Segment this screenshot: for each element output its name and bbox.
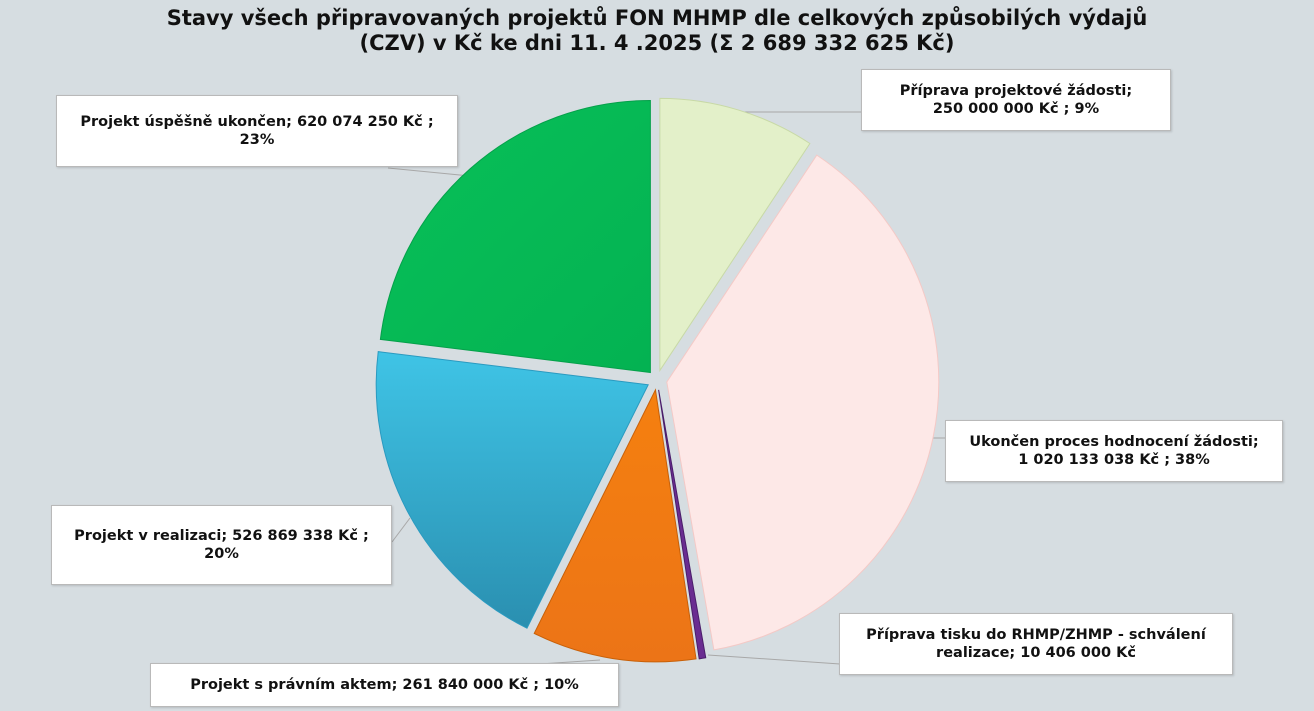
slice-label-line: 250 000 000 Kč ; 9%: [932, 101, 1100, 117]
pie-slice-1: [659, 97, 811, 373]
leader-line-5: [391, 517, 411, 543]
pie-slice-5: [375, 351, 649, 629]
slice-label-6: Projekt úspěšně ukončen; 620 074 250 Kč …: [56, 95, 458, 167]
slice-label-1: Příprava projektové žádosti; 250 000 000 …: [861, 69, 1171, 131]
slice-label-5: Projekt v realizaci; 526 869 338 Kč ; 20%: [51, 505, 392, 585]
slice-label-line: Ukončen proces hodnocení žádosti;: [969, 434, 1259, 450]
pie-slice-2: [666, 154, 940, 651]
slice-label-line: Projekt v realizaci; 526 869 338 Kč ;: [74, 528, 369, 544]
slice-label-line: Příprava tisku do RHMP/ZHMP - schválení: [866, 627, 1206, 643]
slice-label-2: Ukončen proces hodnocení žádosti; 1 020 1…: [945, 420, 1283, 482]
slice-label-line: 23%: [239, 132, 275, 148]
leader-line-6: [387, 167, 471, 177]
slice-label-line: Příprava projektové žádosti;: [899, 83, 1133, 99]
leader-lines: [387, 111, 946, 665]
chart-title: Stavy všech připravovaných projektů FON …: [0, 6, 1314, 56]
slice-label-3: Příprava tisku do RHMP/ZHMP - schválení r…: [839, 613, 1233, 675]
slice-label-4: Projekt s právním aktem; 261 840 000 Kč …: [150, 663, 619, 707]
pie-slice-4: [533, 388, 697, 663]
slice-label-line: 20%: [204, 546, 239, 562]
slice-label-line: Projekt s právním aktem; 261 840 000 Kč …: [190, 677, 579, 693]
pie-slices: [375, 97, 940, 663]
slice-label-line: 1 020 133 038 Kč ; 38%: [1018, 452, 1210, 468]
chart-title-line-2: (CZV) v Kč ke dni 11. 4 .2025 (Σ 2 689 3…: [359, 31, 955, 55]
chart-title-line-1: Stavy všech připravovaných projektů FON …: [166, 6, 1148, 30]
pie-slice-6: [379, 100, 651, 374]
pie-slice-3: [658, 389, 707, 660]
leader-line-3: [707, 654, 841, 665]
slice-label-line: realizace; 10 406 000 Kč: [936, 645, 1136, 661]
slice-label-line: Projekt úspěšně ukončen; 620 074 250 Kč …: [80, 114, 434, 130]
